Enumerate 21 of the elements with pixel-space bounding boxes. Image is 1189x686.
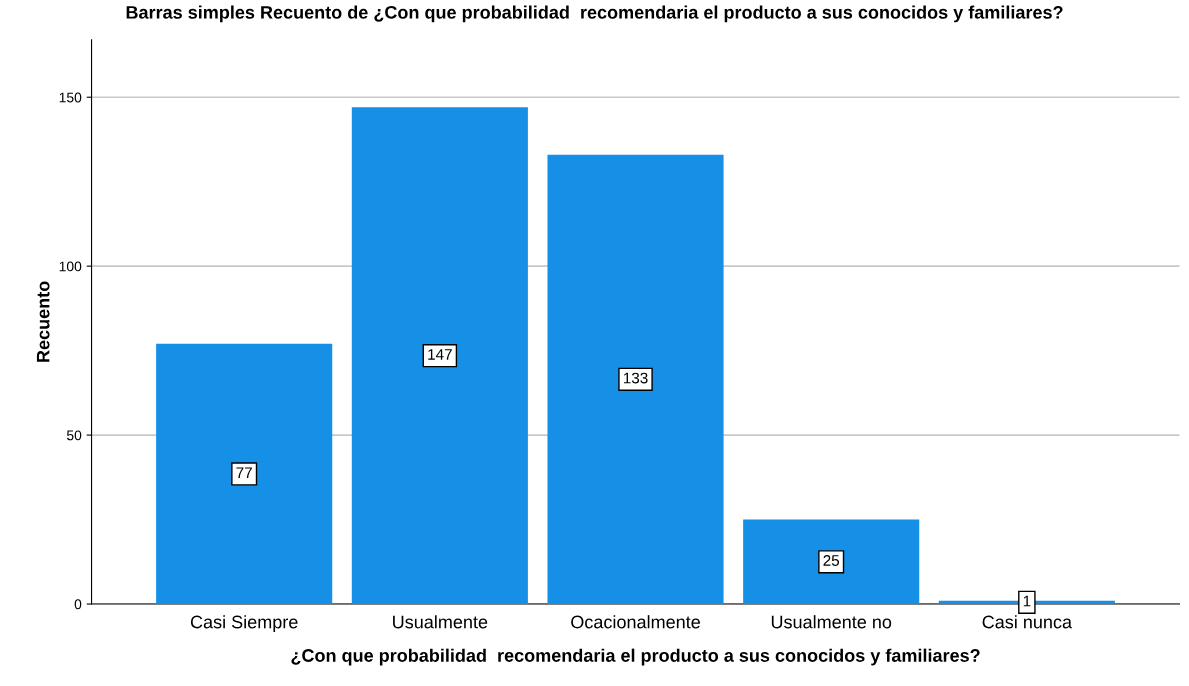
y-tick-label: 100 <box>59 261 82 272</box>
x-tick-label: Casi Siempre <box>190 615 298 632</box>
bar <box>547 154 724 605</box>
data-label: 1 <box>1023 595 1031 607</box>
y-tick-label: 0 <box>74 599 82 610</box>
data-label: 133 <box>623 372 648 384</box>
y-axis-title: Recuento <box>36 281 50 362</box>
y-tick-label: 50 <box>66 430 82 441</box>
data-label: 77 <box>236 467 252 478</box>
y-tick-label: 150 <box>59 92 82 103</box>
data-label: 147 <box>428 349 452 360</box>
x-tick-label: Casi nunca <box>982 615 1073 629</box>
x-tick-label: Usualmente <box>393 615 488 629</box>
x-tick-label: Ocacionalmente <box>571 615 700 629</box>
x-tick-label: Usualmente no <box>771 615 892 629</box>
x-axis-title: ¿Con que probabilidad recomendaria el producto a sus conocidos y familiares? <box>291 648 980 666</box>
bar <box>156 343 333 605</box>
chart-title: Barras simples Recuento de ¿Con que probabilidad recomendaria el producto a sus conocidos y familiares? <box>126 5 1063 23</box>
bar <box>743 519 920 605</box>
bar <box>351 107 528 605</box>
data-label: 25 <box>823 555 840 566</box>
